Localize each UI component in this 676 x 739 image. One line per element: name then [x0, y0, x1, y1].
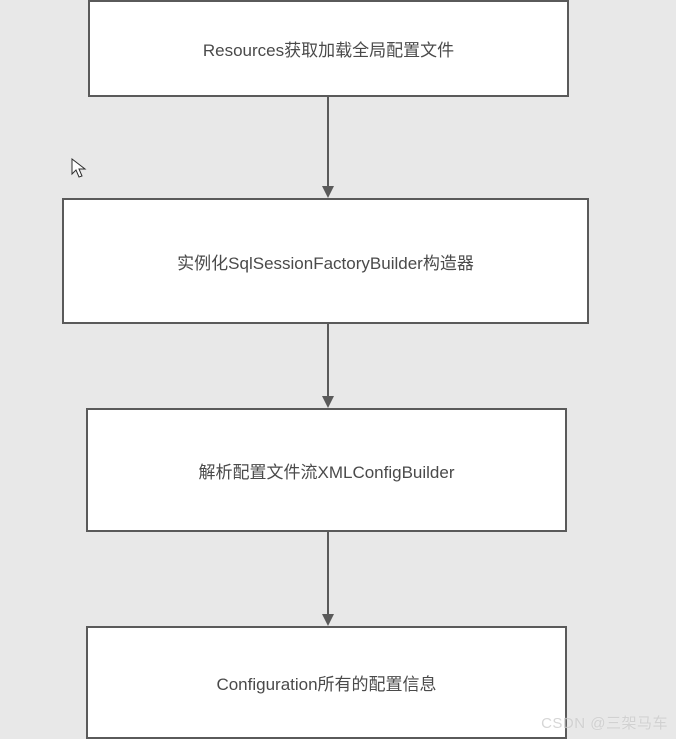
- flowchart-node-label: 实例化SqlSessionFactoryBuilder构造器: [177, 249, 474, 274]
- flowchart-node: 解析配置文件流XMLConfigBuilder: [86, 408, 567, 532]
- flowchart-node: 实例化SqlSessionFactoryBuilder构造器: [62, 198, 589, 324]
- flowchart-node-label: Resources获取加载全局配置文件: [203, 36, 454, 61]
- flowchart-canvas: Resources获取加载全局配置文件实例化SqlSessionFactoryB…: [0, 0, 676, 739]
- flowchart-node: Configuration所有的配置信息: [86, 626, 567, 739]
- flowchart-node-label: 解析配置文件流XMLConfigBuilder: [198, 458, 454, 483]
- flowchart-node: Resources获取加载全局配置文件: [88, 0, 569, 97]
- flowchart-node-label: Configuration所有的配置信息: [216, 670, 436, 695]
